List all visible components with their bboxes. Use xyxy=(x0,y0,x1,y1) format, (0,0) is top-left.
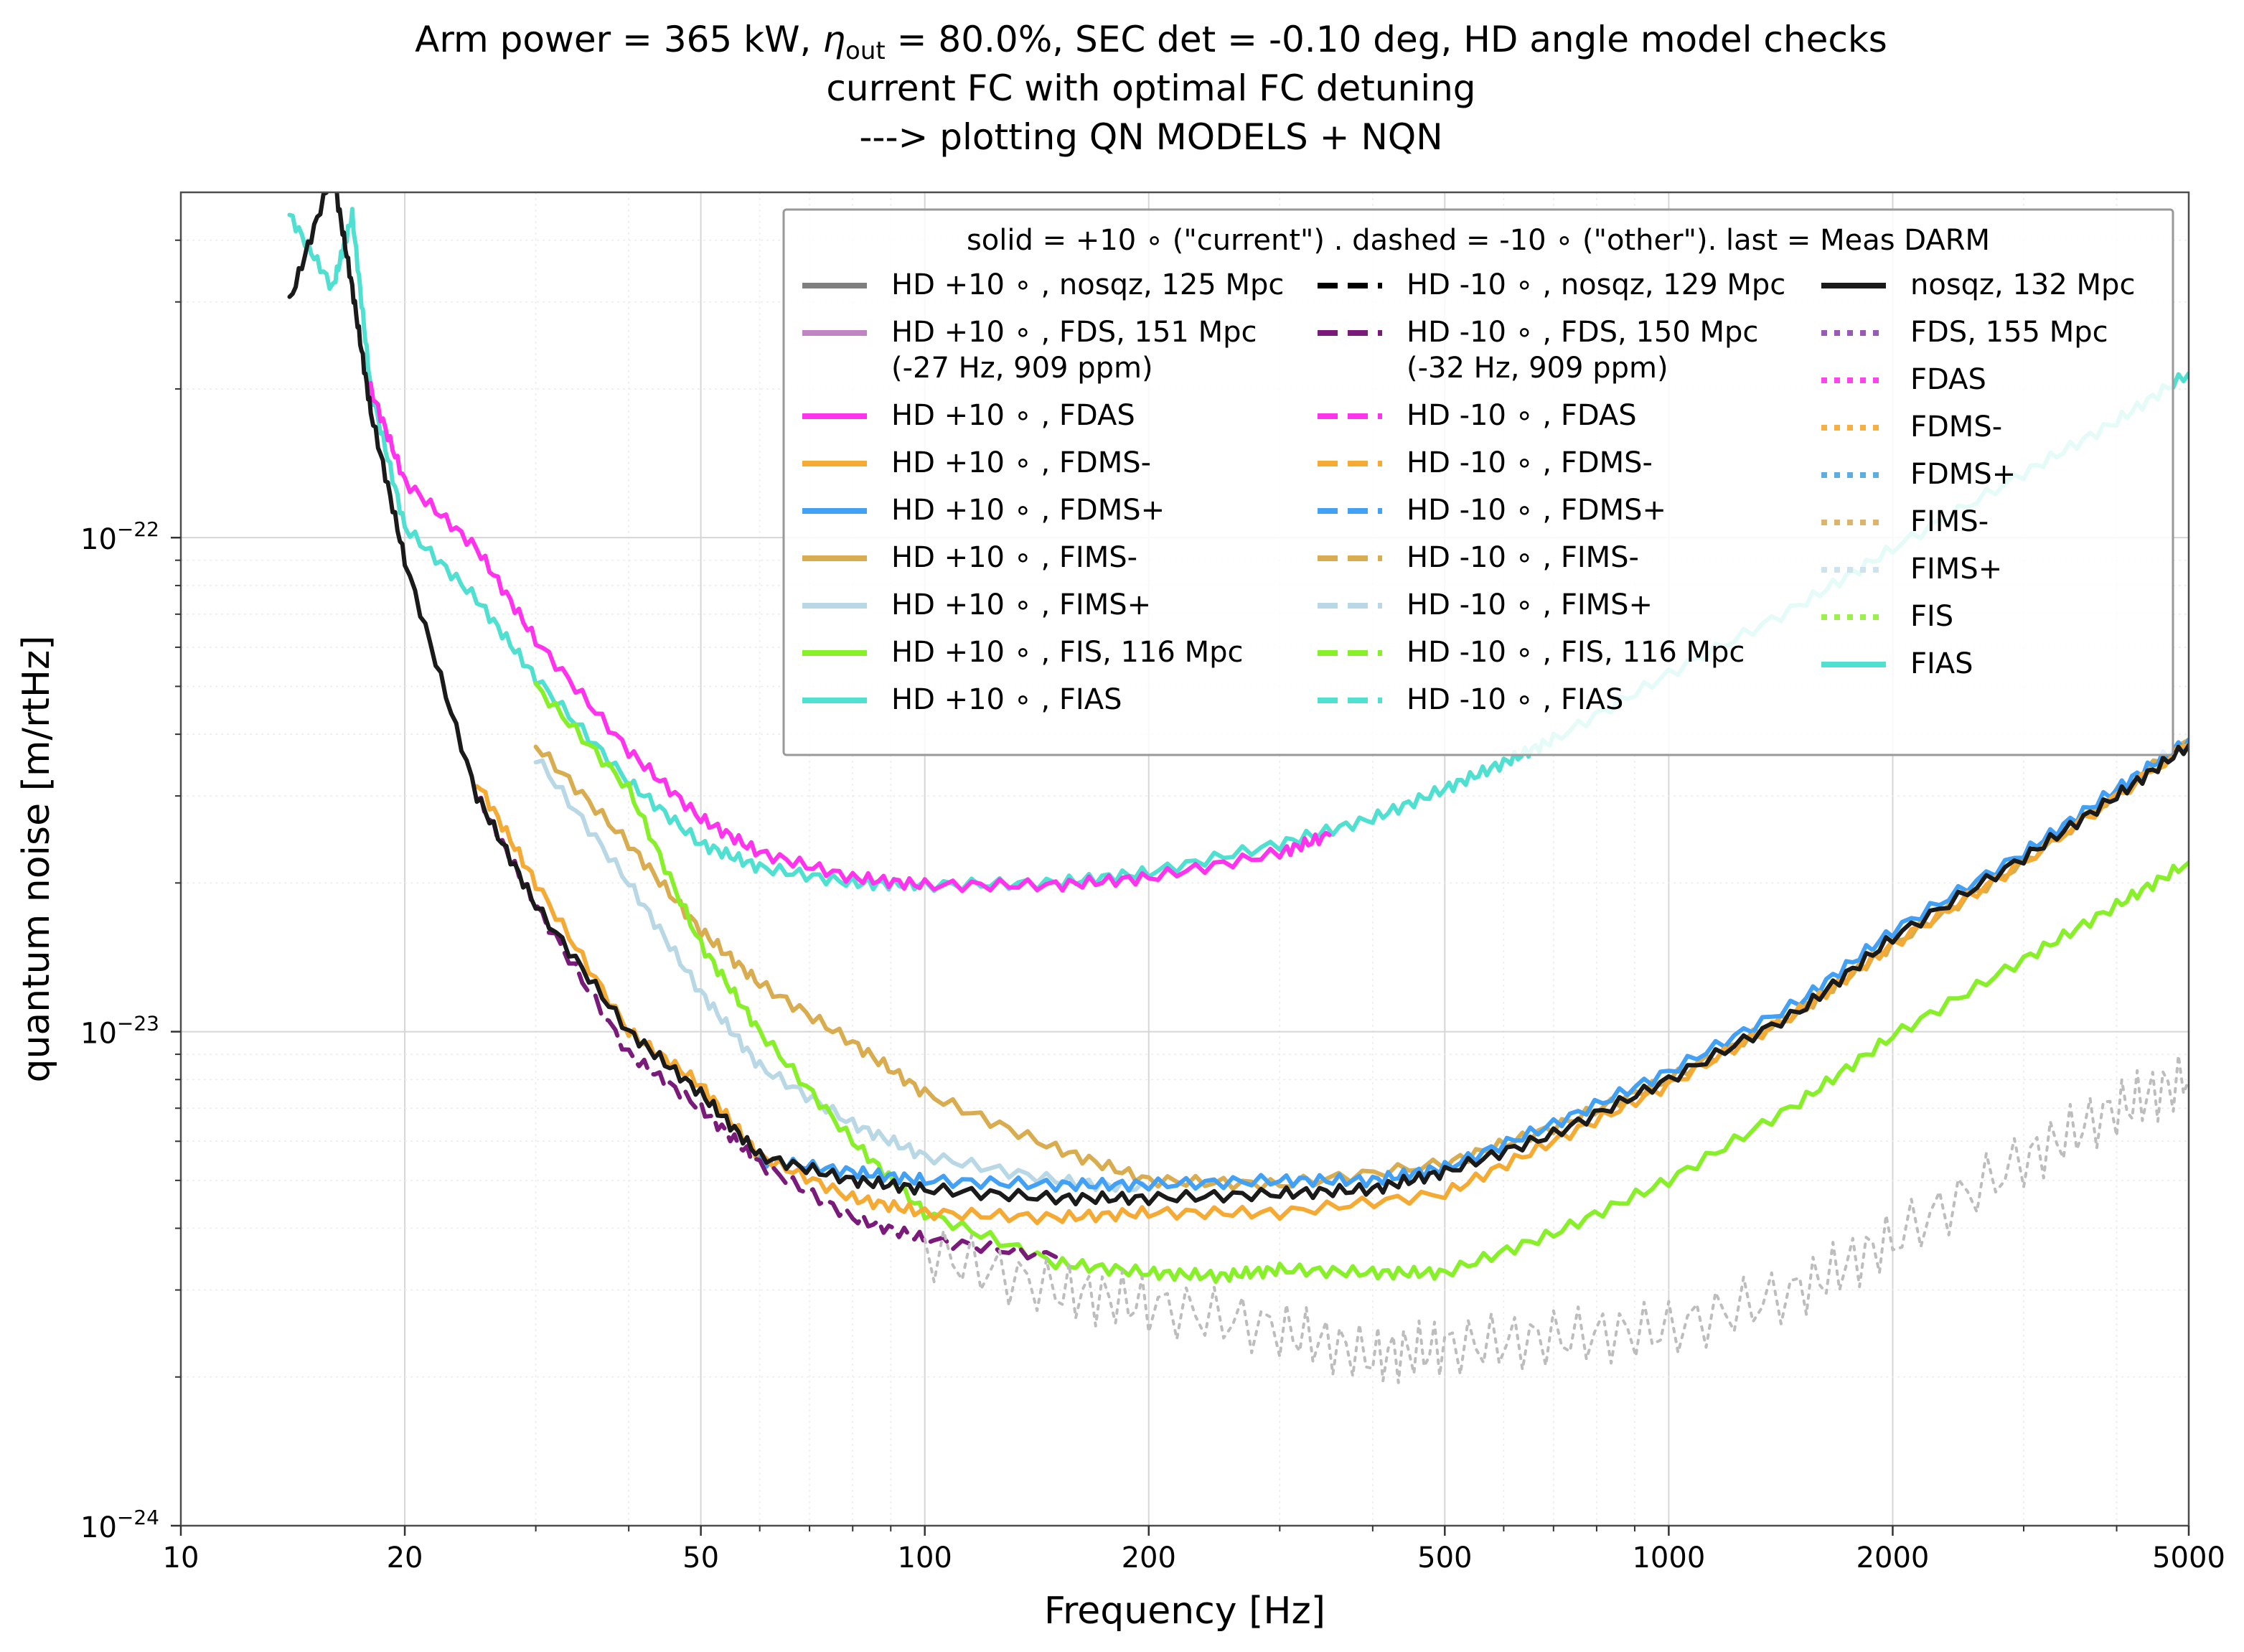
series-line xyxy=(923,1053,2189,1384)
data-series xyxy=(287,192,2189,1384)
legend-label: HD -10 ∘ , FDMS- xyxy=(1407,446,1653,479)
y-axis-label: quantum noise [m/rtHz] xyxy=(15,635,58,1082)
legend-label: FDMS+ xyxy=(1910,458,2016,491)
legend-label: HD +10 ∘ , FIS, 116 Mpc xyxy=(891,636,1244,669)
title-eta-symbol: η xyxy=(822,19,845,60)
legend-label: FDS, 155 Mpc xyxy=(1910,316,2108,349)
legend-label: HD +10 ∘ , FDMS- xyxy=(891,446,1151,479)
title-line-1: Arm power = 365 kW, ηout = 80.0%, SEC de… xyxy=(415,19,1887,65)
legend-label: FDAS xyxy=(1910,363,1986,396)
legend-label: (-32 Hz, 909 ppm) xyxy=(1407,352,1668,385)
legend-label: HD +10 ∘ , FDAS xyxy=(891,399,1135,432)
axis-ticks: 10 20 50 100 200 500 1000 2000 5000 10−24 10−23 10−… xyxy=(80,239,2225,1574)
legend-label: HD -10 ∘ , FIMS+ xyxy=(1407,588,1653,621)
title-line-1-start: Arm power = 365 kW, xyxy=(415,19,822,60)
x-tick-label: 200 xyxy=(1122,1541,1176,1574)
legend: solid = +10 ∘ ("current") . dashed = -10… xyxy=(782,208,2174,756)
series-line xyxy=(474,743,2189,1226)
legend-label: FIAS xyxy=(1910,647,1973,680)
legend-label: HD -10 ∘ , FIAS xyxy=(1407,683,1623,716)
y-tick-label: 10−24 xyxy=(80,1506,159,1544)
series-line xyxy=(287,192,2189,1206)
x-axis-label: Frequency [Hz] xyxy=(1044,1590,1325,1633)
legend-label: HD +10 ∘ , FIMS- xyxy=(891,541,1137,574)
legend-items: HD +10 ∘ , nosqz, 125 Mpc HD +10 ∘ , FDS,… xyxy=(802,268,2135,716)
legend-label: HD +10 ∘ , FIAS xyxy=(891,683,1122,716)
chart-title: Arm power = 365 kW, ηout = 80.0%, SEC de… xyxy=(415,19,1887,158)
title-line-3: ---> plotting QN MODELS + NQN xyxy=(859,116,1442,158)
series-line xyxy=(533,681,2189,1284)
legend-label: HD -10 ∘ , FDS, 150 Mpc xyxy=(1407,316,1758,349)
legend-label: FIMS+ xyxy=(1910,553,2002,586)
legend-label: FIS xyxy=(1910,600,1953,633)
legend-label: HD +10 ∘ , FDMS+ xyxy=(891,494,1165,527)
legend-label: HD +10 ∘ , FIMS+ xyxy=(891,588,1151,621)
legend-label: HD -10 ∘ , nosqz, 129 Mpc xyxy=(1407,268,1785,301)
legend-label: HD +10 ∘ , FDS, 151 Mpc xyxy=(891,316,1257,349)
legend-label: FDMS- xyxy=(1910,410,2002,443)
legend-label: HD -10 ∘ , FDAS xyxy=(1407,399,1637,432)
legend-label: (-27 Hz, 909 ppm) xyxy=(891,352,1153,385)
legend-label: HD +10 ∘ , nosqz, 125 Mpc xyxy=(891,268,1284,301)
series-line xyxy=(757,737,2189,1193)
x-tick-label: 50 xyxy=(682,1541,719,1574)
series-line xyxy=(368,380,1332,893)
legend-label: HD -10 ∘ , FDMS+ xyxy=(1407,494,1666,527)
legend-label: HD -10 ∘ , FIMS- xyxy=(1407,541,1639,574)
plot-frame xyxy=(179,191,2190,1527)
legend-label: HD -10 ∘ , FIS, 116 Mpc xyxy=(1407,636,1745,669)
x-tick-label: 500 xyxy=(1417,1541,1472,1574)
y-tick-label: 10−22 xyxy=(80,517,159,556)
x-tick-label: 20 xyxy=(387,1541,423,1574)
x-tick-label: 1000 xyxy=(1632,1541,1705,1574)
title-eta-subscript: out xyxy=(845,37,886,65)
title-line-2: current FC with optimal FC detuning xyxy=(826,67,1475,109)
y-tick-label: 10−23 xyxy=(80,1012,159,1051)
legend-header: solid = +10 ∘ ("current") . dashed = -10… xyxy=(967,224,1990,257)
x-tick-label: 10 xyxy=(163,1541,199,1574)
series-line xyxy=(474,795,1058,1261)
x-tick-label: 5000 xyxy=(2152,1541,2225,1574)
series-line xyxy=(533,758,1151,1193)
series-line xyxy=(533,737,2189,1192)
legend-label: nosqz, 132 Mpc xyxy=(1910,268,2135,301)
x-tick-label: 100 xyxy=(898,1541,952,1574)
title-line-1-end: = 80.0%, SEC det = -0.10 deg, HD angle m… xyxy=(886,19,1887,60)
legend-label: FIMS- xyxy=(1910,505,1989,538)
x-tick-label: 2000 xyxy=(1856,1541,1930,1574)
